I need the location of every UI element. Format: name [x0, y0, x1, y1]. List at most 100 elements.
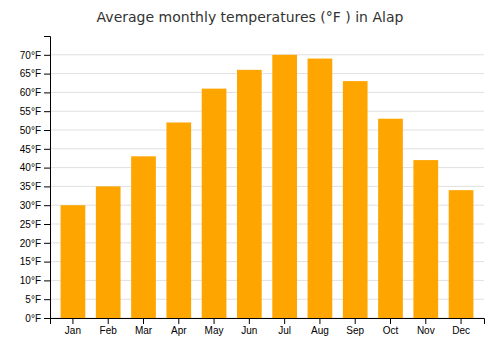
- y-tick-label: 55°F: [20, 106, 41, 117]
- grid-line: [50, 92, 484, 93]
- x-tick-mark: [214, 318, 215, 324]
- x-tick-mark: [284, 318, 285, 324]
- x-tick: Apr: [171, 318, 187, 336]
- x-tick-label: Jan: [65, 325, 81, 336]
- x-tick: May: [205, 318, 224, 336]
- y-tick-label: 25°F: [20, 219, 41, 230]
- y-tick-mark: [44, 130, 50, 131]
- bar: [96, 186, 121, 318]
- plot: 0°F 5°F 10°F 15°F 20°F 25°F 30°F 35°F 40°F 45°F 50…: [20, 37, 485, 337]
- bar: [131, 156, 156, 318]
- x-tick-label: Jul: [278, 325, 291, 336]
- y-axis-line: [44, 37, 51, 319]
- grid-line: [50, 148, 484, 149]
- y-tick-mark: [44, 168, 50, 169]
- x-tick: Nov: [417, 318, 435, 336]
- bars: [61, 55, 474, 318]
- y-tick-mark: [44, 318, 50, 319]
- x-tick-label: Apr: [171, 325, 187, 336]
- x-tick-mark: [461, 318, 462, 324]
- y-tick-mark: [44, 55, 50, 56]
- y-tick-label: 40°F: [20, 162, 41, 173]
- x-tick-label: Oct: [383, 325, 399, 336]
- x-tick: Jul: [278, 318, 291, 336]
- y-tick-label: 65°F: [20, 68, 41, 79]
- grid: [50, 55, 484, 318]
- bar: [413, 160, 438, 318]
- bar: [61, 205, 86, 318]
- y-axis: 0°F 5°F 10°F 15°F 20°F 25°F 30°F 35°F 40°F 45°F 50…: [20, 37, 51, 324]
- x-tick-mark: [72, 318, 73, 324]
- x-tick-label: Aug: [311, 325, 329, 336]
- y-tick: 45°F: [20, 144, 50, 155]
- x-tick-mark: [108, 318, 109, 324]
- x-tick-label: Jun: [241, 325, 257, 336]
- x-tick-label: Dec: [452, 325, 470, 336]
- x-tick: Mar: [135, 318, 153, 336]
- y-tick: 40°F: [20, 162, 50, 173]
- y-tick-mark: [44, 186, 50, 187]
- y-tick: 0°F: [25, 313, 50, 324]
- y-tick: 70°F: [20, 50, 50, 61]
- bar: [272, 55, 297, 318]
- x-tick-mark: [355, 318, 356, 324]
- y-tick: 5°F: [25, 294, 50, 305]
- x-tick-mark: [319, 318, 320, 324]
- y-tick-mark: [44, 280, 50, 281]
- y-tick-label: 5°F: [25, 294, 41, 305]
- y-tick-label: 15°F: [20, 256, 41, 267]
- x-tick-label: Feb: [100, 325, 118, 336]
- y-tick-mark: [44, 262, 50, 263]
- bar: [378, 119, 403, 318]
- y-tick-label: 70°F: [20, 50, 41, 61]
- y-tick: 20°F: [20, 238, 50, 249]
- x-tick: Oct: [383, 318, 399, 336]
- x-tick-mark: [143, 318, 144, 324]
- x-tick-label: May: [205, 325, 224, 336]
- x-tick: Feb: [100, 318, 118, 336]
- bar: [202, 89, 227, 318]
- grid-line: [50, 130, 484, 131]
- x-tick-label: Mar: [135, 325, 153, 336]
- x-tick-mark: [178, 318, 179, 324]
- grid-line: [50, 54, 484, 55]
- y-tick-mark: [44, 224, 50, 225]
- x-tick: Jun: [241, 318, 257, 336]
- bar: [166, 122, 191, 318]
- y-tick-mark: [44, 111, 50, 112]
- y-tick: 35°F: [20, 181, 50, 192]
- y-tick-mark: [44, 74, 50, 75]
- y-tick-label: 35°F: [20, 181, 41, 192]
- x-axis-line: [51, 319, 485, 325]
- y-tick-mark: [44, 243, 50, 244]
- y-tick: 50°F: [20, 125, 50, 136]
- y-tick-mark: [44, 92, 50, 93]
- y-tick: 10°F: [20, 275, 50, 286]
- x-tick-mark: [425, 318, 426, 324]
- x-tick-label: Sep: [346, 325, 364, 336]
- x-tick: Aug: [311, 318, 329, 336]
- x-axis: Jan Feb Mar Apr May Jun Jul Aug Sep Oct Nov Dec: [51, 318, 485, 336]
- y-tick: 60°F: [20, 87, 50, 98]
- chart: 0°F 5°F 10°F 15°F 20°F 25°F 30°F 35°F 40°F 45°F 50…: [0, 0, 500, 350]
- bar: [308, 59, 333, 318]
- y-tick: 55°F: [20, 106, 50, 117]
- grid-line: [50, 111, 484, 112]
- y-tick-mark: [44, 205, 50, 206]
- y-tick: 25°F: [20, 219, 50, 230]
- bar: [343, 81, 368, 318]
- grid-line: [50, 73, 484, 74]
- y-tick: 30°F: [20, 200, 50, 211]
- x-tick-mark: [249, 318, 250, 324]
- y-tick-label: 20°F: [20, 238, 41, 249]
- y-tick-label: 60°F: [20, 87, 41, 98]
- y-tick: 65°F: [20, 68, 50, 79]
- y-tick-label: 10°F: [20, 275, 41, 286]
- bar: [449, 190, 474, 318]
- y-tick-mark: [44, 299, 50, 300]
- title: Average monthly temperatures (°F ) in Al…: [97, 9, 404, 25]
- y-tick: 15°F: [20, 256, 50, 267]
- y-tick-label: 50°F: [20, 125, 41, 136]
- x-tick: Jan: [65, 318, 81, 336]
- x-tick-label: Nov: [417, 325, 435, 336]
